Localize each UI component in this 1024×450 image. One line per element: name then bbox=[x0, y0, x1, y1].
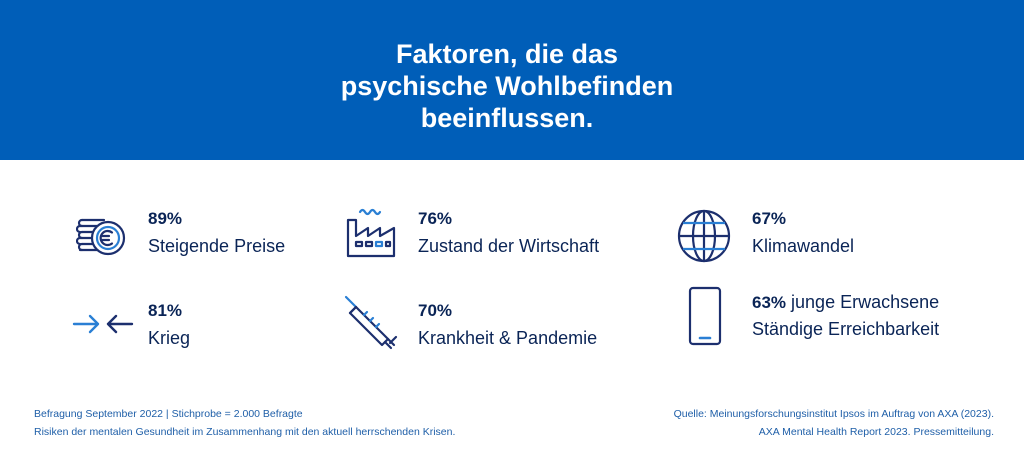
factor-percent-value: 63% bbox=[752, 293, 787, 312]
factor-label: Krankheit & Pandemie bbox=[418, 328, 598, 348]
factor-label: Ständige Erreichbarkeit bbox=[752, 319, 940, 339]
factor-label: Krieg bbox=[148, 328, 191, 348]
factor-label: Klimawandel bbox=[752, 236, 855, 256]
factor-percent: 63% junge Erwachsene bbox=[752, 292, 939, 313]
footer-survey-info: Befragung September 2022 | Stichprobe = … bbox=[34, 405, 455, 441]
factor-percent: 70% bbox=[418, 301, 453, 320]
title-line-2: psychische Wohlbefinden bbox=[340, 71, 674, 101]
smartphone-icon bbox=[688, 286, 722, 346]
factor-label: Zustand der Wirtschaft bbox=[418, 236, 600, 256]
syringe-icon bbox=[344, 295, 398, 350]
globe-icon bbox=[677, 209, 731, 263]
arrows-converging-icon bbox=[72, 314, 134, 334]
factor-percent: 76% bbox=[418, 209, 453, 228]
coins-euro-icon bbox=[76, 218, 126, 256]
header-banner: Faktoren, die das psychische Wohlbefinde… bbox=[0, 0, 1024, 160]
factor-percent: 67% bbox=[752, 209, 787, 228]
title-line-3: beeinflussen. bbox=[420, 103, 594, 133]
footer-left-line-2: Risiken der mentalen Gesundheit im Zusam… bbox=[34, 426, 456, 438]
footer-source: Quelle: Meinungsforschungsinstitut Ipsos… bbox=[674, 405, 994, 441]
factor-label: Steigende Preise bbox=[148, 236, 286, 256]
factor-percent-suffix: junge Erwachsene bbox=[786, 292, 940, 312]
footer-right-line-2: AXA Mental Health Report 2023. Pressemit… bbox=[758, 426, 994, 438]
factory-icon bbox=[346, 208, 396, 258]
factor-percent: 81% bbox=[148, 301, 183, 320]
page-title: Faktoren, die das psychische Wohlbefinde… bbox=[312, 38, 702, 134]
footer-right-line-1: Quelle: Meinungsforschungsinstitut Ipsos… bbox=[673, 408, 994, 420]
title-line-1: Faktoren, die das bbox=[395, 39, 619, 69]
footer-left-line-1: Befragung September 2022 | Stichprobe = … bbox=[34, 408, 303, 420]
factor-percent: 89% bbox=[148, 209, 183, 228]
